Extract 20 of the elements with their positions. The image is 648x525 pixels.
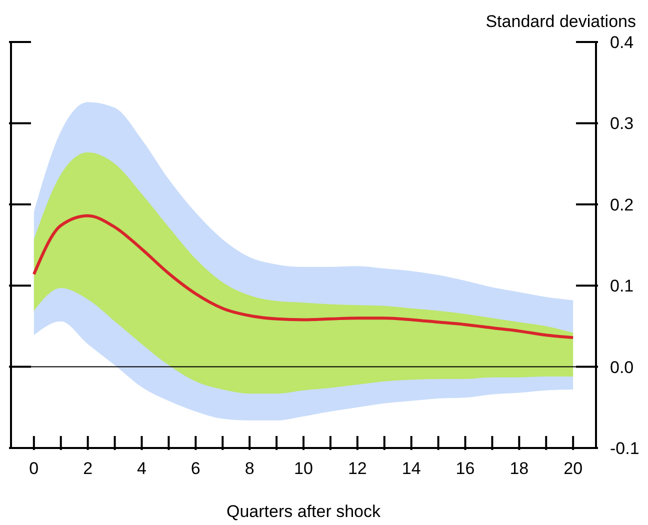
- x-axis-title: Quarters after shock: [226, 502, 381, 521]
- x-tick-label: 4: [137, 459, 146, 478]
- y-tick-label: 0.3: [610, 114, 634, 134]
- line-series: [32, 214, 575, 340]
- x-tick-label: 6: [190, 459, 200, 478]
- x-tick-label: 2: [83, 459, 93, 478]
- x-tick-label: 20: [564, 459, 583, 478]
- y-tick-label: 0.2: [610, 195, 634, 214]
- y-tick-label: -0.1: [610, 439, 640, 458]
- y-tick-label: 0.4: [610, 33, 634, 52]
- x-tick-label: 14: [402, 459, 421, 478]
- y-axis-title: Standard deviations: [486, 12, 636, 32]
- x-tick-label: 8: [244, 459, 254, 478]
- x-tick-label: 18: [510, 459, 529, 478]
- x-tick-label: 16: [456, 459, 475, 478]
- y-tick-label: 0.1: [610, 276, 634, 296]
- x-tick-label: 12: [348, 459, 367, 478]
- x-tick-label: 0: [29, 459, 39, 478]
- y-tick-label: 0.0: [610, 358, 634, 377]
- x-tick-label: 10: [294, 459, 313, 478]
